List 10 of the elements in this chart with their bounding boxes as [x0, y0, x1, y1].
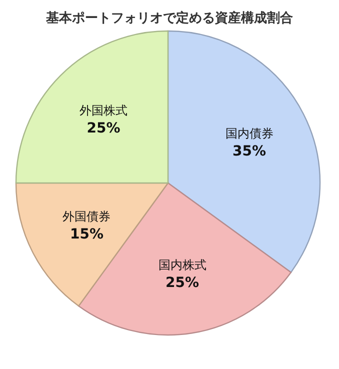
chart-title: 基本ポートフォリオで定める資産構成割合	[45, 10, 293, 26]
slice-label: 国内債券	[225, 126, 274, 141]
data-label: 25%	[166, 275, 200, 292]
pie-slice	[15, 30, 169, 184]
slice-label: 外国株式	[80, 104, 128, 118]
slice-label: 外国債券	[62, 209, 111, 224]
data-label: 25%	[86, 120, 120, 137]
data-label: 35%	[232, 144, 266, 160]
slice-label: 国内株式	[158, 258, 206, 272]
data-label: 15%	[70, 226, 104, 242]
